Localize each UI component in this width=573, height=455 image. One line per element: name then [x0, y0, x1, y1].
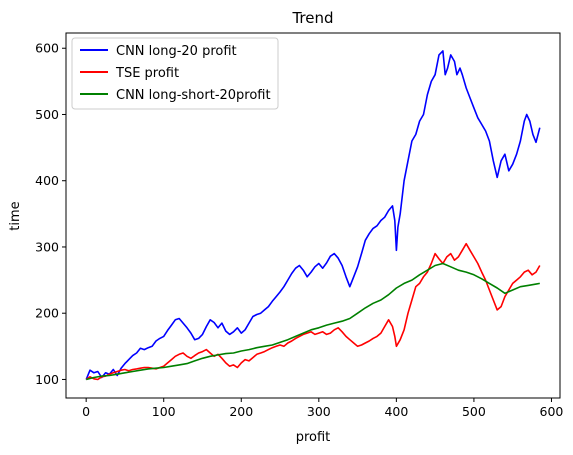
- legend-label-cnn-long: CNN long-20 profit: [116, 44, 237, 59]
- x-tick-label: 500: [462, 404, 486, 419]
- legend-label-cnn-long-short: CNN long-short-20profit: [116, 88, 271, 103]
- x-tick-label: 100: [152, 404, 176, 419]
- legend-label-tse: TSE profit: [115, 66, 179, 81]
- x-tick-label: 200: [229, 404, 253, 419]
- y-tick-label: 200: [35, 306, 59, 321]
- x-axis-label: profit: [296, 430, 331, 445]
- series-layer: [85, 50, 541, 381]
- x-tick-label: 400: [384, 404, 408, 419]
- y-axis-label: time: [8, 201, 23, 230]
- series-line-tse: [85, 242, 541, 381]
- x-tick-label: 600: [540, 404, 564, 419]
- legend: CNN long-20 profit TSE profit CNN long-s…: [71, 37, 279, 110]
- chart-title: Trend: [291, 9, 333, 27]
- series-line-cnn-long: [85, 50, 541, 380]
- x-tick-label: 0: [82, 404, 90, 419]
- y-tick-label: 400: [35, 173, 59, 188]
- y-tick-label: 600: [35, 41, 59, 56]
- ticks-layer: 0 100 200 300 400 500 600 100 200 300 400 500 600: [35, 41, 563, 419]
- series-line-cnn-long-short: [85, 262, 540, 381]
- y-tick-label: 500: [35, 107, 59, 122]
- x-tick-label: 300: [307, 404, 331, 419]
- plot-frame: [65, 32, 561, 399]
- y-tick-label: 100: [35, 372, 59, 387]
- legend-box: [71, 37, 279, 110]
- y-tick-label: 300: [35, 239, 59, 254]
